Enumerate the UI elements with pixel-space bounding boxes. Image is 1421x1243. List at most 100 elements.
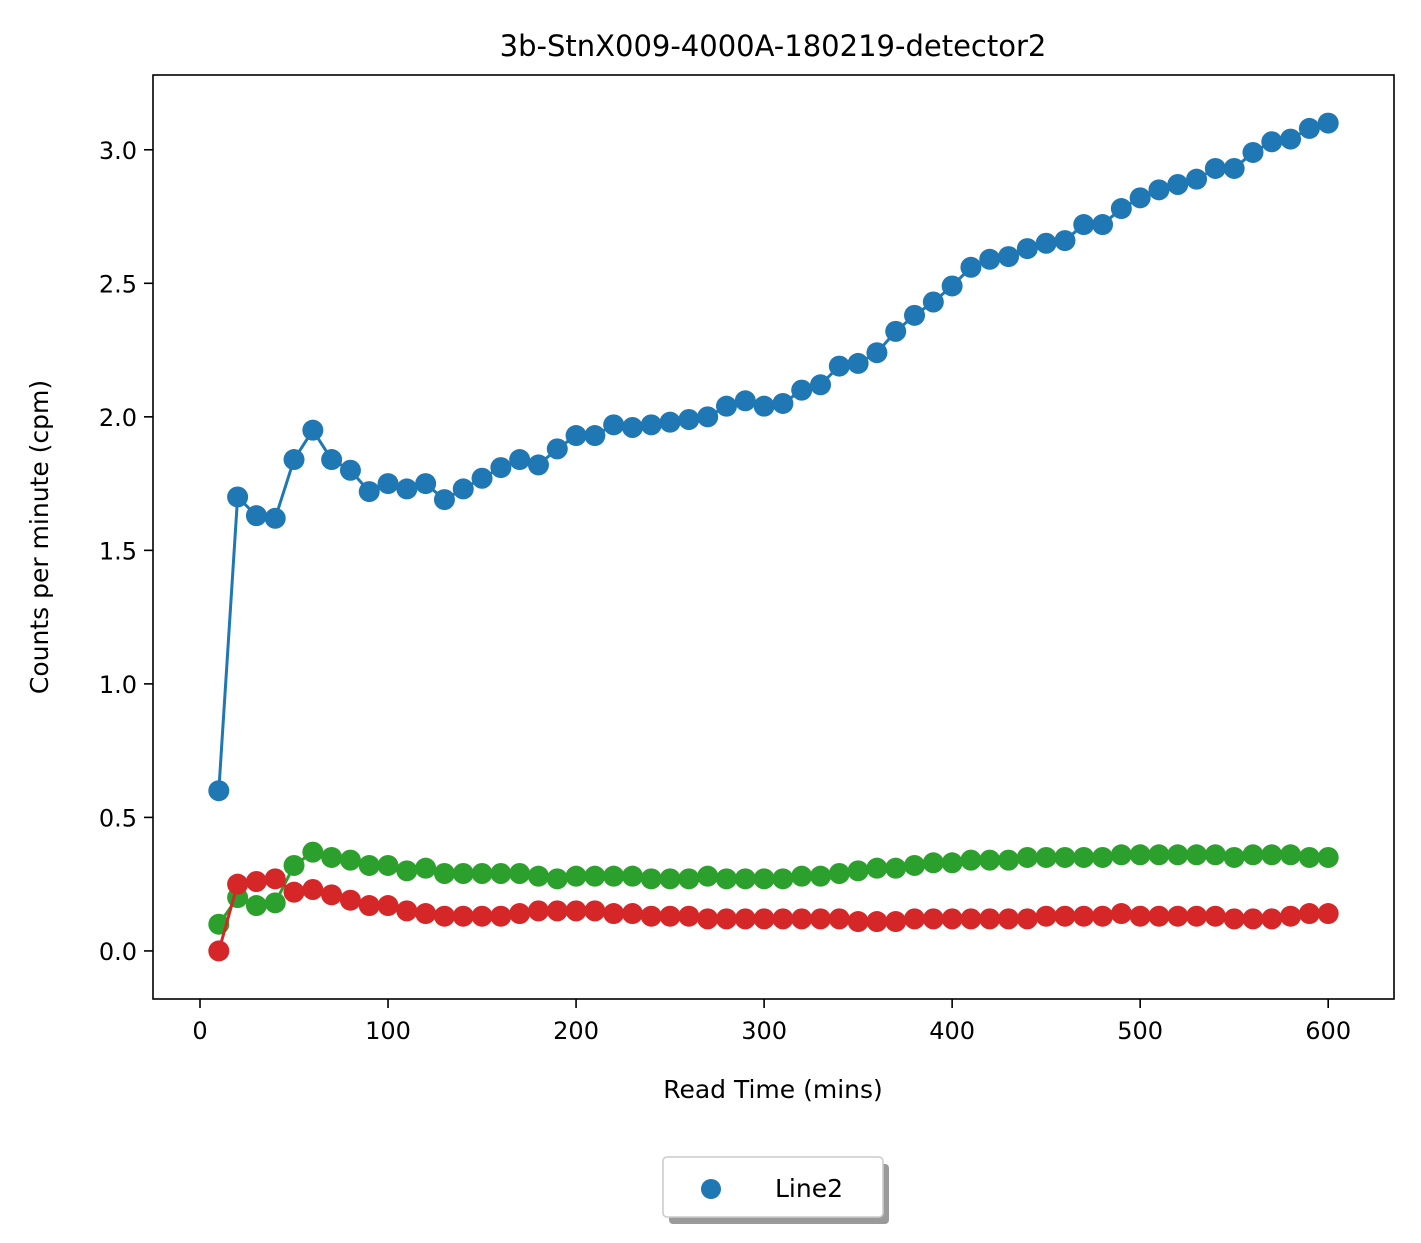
data-point-s1-56: [1261, 844, 1283, 866]
series-1: [208, 841, 1339, 935]
data-point-s1-38: [922, 852, 944, 874]
data-point-s0-12: [433, 489, 455, 511]
data-point-s0-25: [678, 409, 700, 430]
data-point-s2-12: [433, 905, 455, 927]
data-point-s0-39: [941, 275, 963, 297]
data-point-s1-50: [1148, 844, 1170, 866]
data-point-s2-59: [1317, 903, 1339, 925]
data-point-s1-58: [1298, 846, 1320, 868]
data-point-s2-21: [603, 903, 625, 925]
data-point-s0-4: [283, 449, 305, 471]
series-line-0: [217, 121, 1329, 791]
data-point-s1-28: [734, 868, 756, 890]
data-point-s0-5: [302, 419, 324, 441]
data-point-s0-55: [1242, 141, 1264, 163]
data-point-s2-28: [734, 908, 756, 930]
data-point-s1-24: [659, 868, 681, 890]
data-point-s0-34: [847, 352, 869, 374]
data-point-s2-42: [998, 908, 1020, 930]
x-axis-label: Read Time (mins): [663, 1075, 883, 1104]
data-point-s1-6: [321, 846, 343, 868]
data-point-s1-53: [1204, 844, 1226, 866]
data-point-s0-58: [1298, 117, 1320, 139]
data-point-s0-53: [1204, 157, 1226, 179]
data-point-s1-43: [1016, 846, 1038, 868]
legend-box: [662, 1156, 884, 1218]
plot-area-frame: [152, 74, 1395, 1000]
data-point-s2-36: [885, 911, 907, 933]
data-point-s2-16: [509, 903, 531, 925]
data-point-s0-33: [828, 355, 850, 377]
data-point-s0-45: [1054, 230, 1076, 252]
data-point-s0-38: [922, 291, 944, 313]
data-point-s1-25: [678, 868, 700, 890]
data-point-s1-2: [245, 895, 267, 917]
data-point-s1-32: [810, 865, 832, 887]
data-point-s2-45: [1054, 905, 1076, 927]
data-point-s1-37: [904, 854, 926, 876]
data-point-s2-40: [960, 908, 982, 930]
data-point-s1-45: [1054, 846, 1076, 868]
data-point-s2-27: [715, 908, 737, 930]
data-point-s2-39: [941, 908, 963, 930]
data-point-s2-7: [339, 889, 361, 911]
data-point-s2-34: [847, 911, 869, 933]
data-point-s0-32: [810, 374, 832, 396]
data-point-s2-48: [1110, 903, 1132, 925]
data-point-s0-57: [1280, 128, 1302, 150]
data-point-s1-41: [979, 849, 1001, 871]
data-point-s2-41: [979, 908, 1001, 930]
x-tick-label: 100: [365, 1017, 411, 1045]
data-point-s1-18: [546, 868, 568, 890]
data-point-s1-49: [1129, 844, 1151, 866]
data-point-s1-21: [603, 865, 625, 887]
data-point-s1-20: [584, 865, 606, 887]
data-point-s1-22: [621, 865, 643, 887]
data-point-s1-19: [565, 865, 587, 887]
data-point-s1-29: [753, 868, 775, 890]
data-point-s0-44: [1035, 232, 1057, 254]
data-point-s2-31: [791, 908, 813, 930]
data-point-s2-15: [490, 905, 512, 927]
data-point-s0-10: [396, 478, 418, 500]
data-point-s0-26: [697, 406, 719, 428]
data-point-s2-23: [640, 905, 662, 927]
data-point-s1-55: [1242, 844, 1264, 866]
data-point-s2-3: [264, 868, 286, 890]
legend-marker-line2: [701, 1179, 721, 1199]
data-point-s1-5: [302, 841, 324, 863]
data-point-s0-7: [339, 459, 361, 481]
data-point-s1-10: [396, 860, 418, 882]
x-tick-label: 500: [1117, 1017, 1163, 1045]
data-point-s0-36: [885, 320, 907, 342]
data-point-s2-44: [1035, 905, 1057, 927]
data-point-s2-6: [321, 884, 343, 906]
data-point-s0-50: [1148, 179, 1170, 201]
axes-ticks: 0 100 200 300 400 500 600 0.0 0.5 1.0 1.5 2.0 2.5 3.0: [99, 137, 1351, 1045]
data-point-s0-11: [415, 473, 437, 495]
data-point-s0-30: [772, 392, 794, 414]
data-point-s2-49: [1129, 905, 1151, 927]
y-tick-label: 0.0: [99, 938, 137, 966]
data-point-s2-18: [546, 900, 568, 922]
data-point-s0-3: [264, 507, 286, 529]
data-point-s0-47: [1092, 214, 1114, 236]
data-point-s2-43: [1016, 908, 1038, 930]
series-2: [208, 868, 1339, 962]
data-point-s0-14: [471, 467, 493, 489]
data-point-s2-46: [1073, 905, 1095, 927]
data-point-s0-13: [452, 478, 474, 500]
series-0: [208, 112, 1339, 802]
y-axis-label: Counts per minute (cpm): [25, 380, 54, 694]
y-tick-label: 2.0: [99, 404, 137, 432]
data-point-s0-31: [791, 379, 813, 401]
data-point-s0-22: [621, 417, 643, 439]
data-point-s2-22: [621, 903, 643, 925]
data-point-s2-29: [753, 908, 775, 930]
data-point-s0-0: [208, 780, 230, 802]
x-tick-label: 0: [192, 1017, 207, 1045]
x-tick-label: 200: [553, 1017, 599, 1045]
data-point-s2-38: [922, 908, 944, 930]
data-point-s2-53: [1204, 905, 1226, 927]
